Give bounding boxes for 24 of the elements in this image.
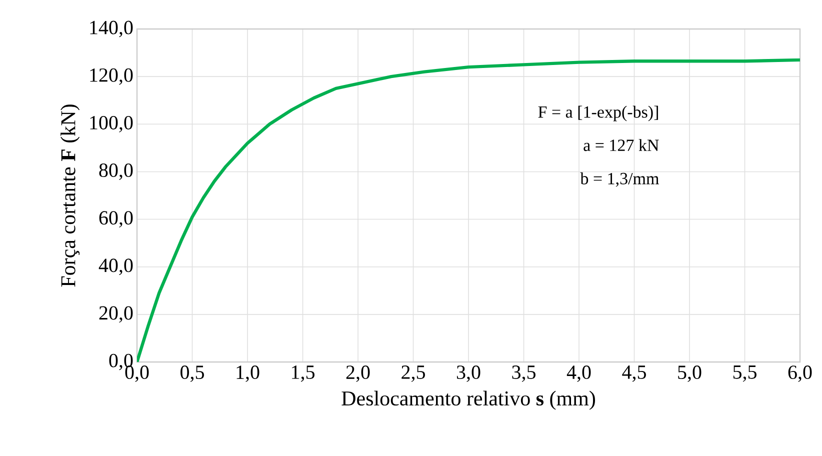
- annotation: b = 1,3/mm: [580, 172, 659, 187]
- y-axis-title: Força cortante F (kN): [60, 104, 80, 287]
- x-tick-label: 1,5: [292, 366, 314, 382]
- y-tick-label: 80,0: [99, 164, 133, 180]
- y-tick-label: 60,0: [99, 211, 133, 228]
- y-tick-label: 120,0: [90, 68, 133, 85]
- x-tick-label: 3,0: [456, 366, 480, 382]
- x-tick-label: 2,0: [346, 366, 370, 382]
- x-tick-label: 2,5: [402, 366, 425, 382]
- x-tick-label: 0,5: [180, 366, 204, 382]
- x-tick-label: 4,5: [622, 366, 646, 382]
- annotation: F = a [1-exp(-bs)]: [538, 106, 658, 122]
- x-tick-label: 6,0: [788, 366, 812, 382]
- x-tick-label: 5,5: [733, 366, 756, 382]
- x-tick-label: 5,0: [678, 366, 702, 382]
- x-tick-label: 3,5: [512, 366, 536, 382]
- x-tick-label: 4,0: [566, 366, 591, 382]
- x-tick-label: 1,0: [236, 366, 260, 382]
- annotation: a = 127 kN: [584, 139, 659, 152]
- y-tick-label: 20,0: [99, 306, 133, 323]
- x-axis-title: Deslocamento relativo s (mm): [342, 390, 596, 410]
- y-tick-label: 140,0: [90, 20, 133, 38]
- y-tick-label: 100,0: [90, 116, 133, 132]
- y-tick-label: 40,0: [98, 258, 133, 276]
